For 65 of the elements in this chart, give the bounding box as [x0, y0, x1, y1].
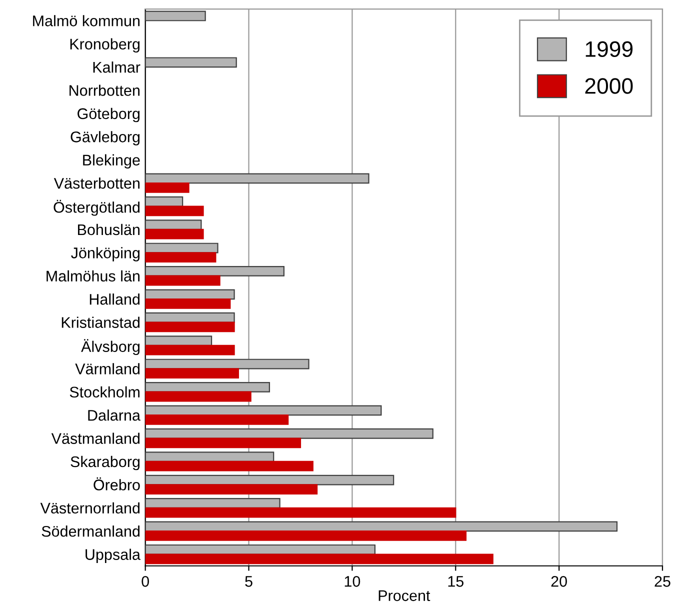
bar [145, 289, 235, 300]
y-tick-label: Västerbotten [54, 178, 140, 189]
bar [145, 368, 239, 378]
x-tick-label: 15 [448, 576, 464, 587]
y-tick-label: Bohuslän [78, 224, 140, 236]
bar [145, 228, 204, 240]
bar [145, 344, 235, 356]
bar [145, 554, 494, 564]
bar [145, 530, 467, 541]
bar [145, 438, 302, 448]
y-tick-label: Västernorrland [40, 502, 140, 514]
y-tick-label: Skaraborg [70, 456, 140, 470]
y-tick-label: Göteborg [78, 108, 140, 122]
bar [145, 414, 289, 425]
y-tick-label: Kristianstad [62, 316, 140, 328]
legend-label: 1999 [586, 41, 633, 58]
bar [145, 206, 204, 216]
x-axis-title: Procent [378, 590, 430, 602]
bar [145, 391, 252, 402]
y-tick-label: Norrbotten [70, 84, 140, 96]
y-tick-label: Östergötland [54, 200, 140, 216]
bar [145, 322, 235, 332]
y-tick-label: Malmö kommun [33, 15, 140, 26]
y-tick-label: Älvsborg [81, 339, 140, 356]
bar [145, 405, 382, 416]
y-tick-label: Stockholm [70, 386, 140, 398]
bar [145, 275, 220, 286]
bar [145, 173, 370, 184]
y-tick-label: Gävleborg [70, 131, 140, 146]
bar [145, 10, 206, 22]
bar [145, 336, 212, 346]
bar [145, 507, 456, 518]
bar [145, 220, 202, 230]
x-tick-label: 0 [142, 576, 149, 587]
bar [145, 452, 274, 462]
bar [145, 474, 394, 486]
y-tick-label: Värmland [75, 363, 140, 374]
y-tick-label: Dalarna [88, 410, 140, 421]
x-tick-label: 25 [654, 576, 670, 587]
y-tick-label: Västmanland [51, 432, 140, 444]
y-tick-label: Halland [90, 294, 140, 305]
bar [145, 358, 310, 370]
y-tick-label: Jönköping [71, 247, 140, 262]
y-tick-label: Kalmar [93, 62, 140, 73]
y-tick-label: Uppsala [86, 548, 140, 563]
bar [145, 182, 190, 193]
y-tick-label: Blekinge [83, 154, 140, 169]
bar [145, 498, 280, 508]
x-tick-label: 5 [245, 576, 252, 587]
bar [145, 252, 216, 262]
y-tick-label: Malmöhus län [46, 270, 140, 282]
bar [145, 57, 237, 68]
bar [145, 266, 284, 276]
bar [145, 521, 618, 532]
legend-label: 2000 [585, 78, 633, 94]
x-tick-label: 10 [344, 576, 360, 587]
y-tick-label: Kronoberg [70, 38, 140, 53]
y-tick-label: Örebro [94, 477, 140, 490]
bar [145, 428, 434, 439]
bar [145, 298, 231, 309]
y-tick-label: Södermanland [42, 526, 140, 537]
bar [145, 484, 318, 495]
bar [145, 382, 270, 392]
x-tick-label: 20 [551, 576, 567, 587]
bar [145, 460, 314, 472]
